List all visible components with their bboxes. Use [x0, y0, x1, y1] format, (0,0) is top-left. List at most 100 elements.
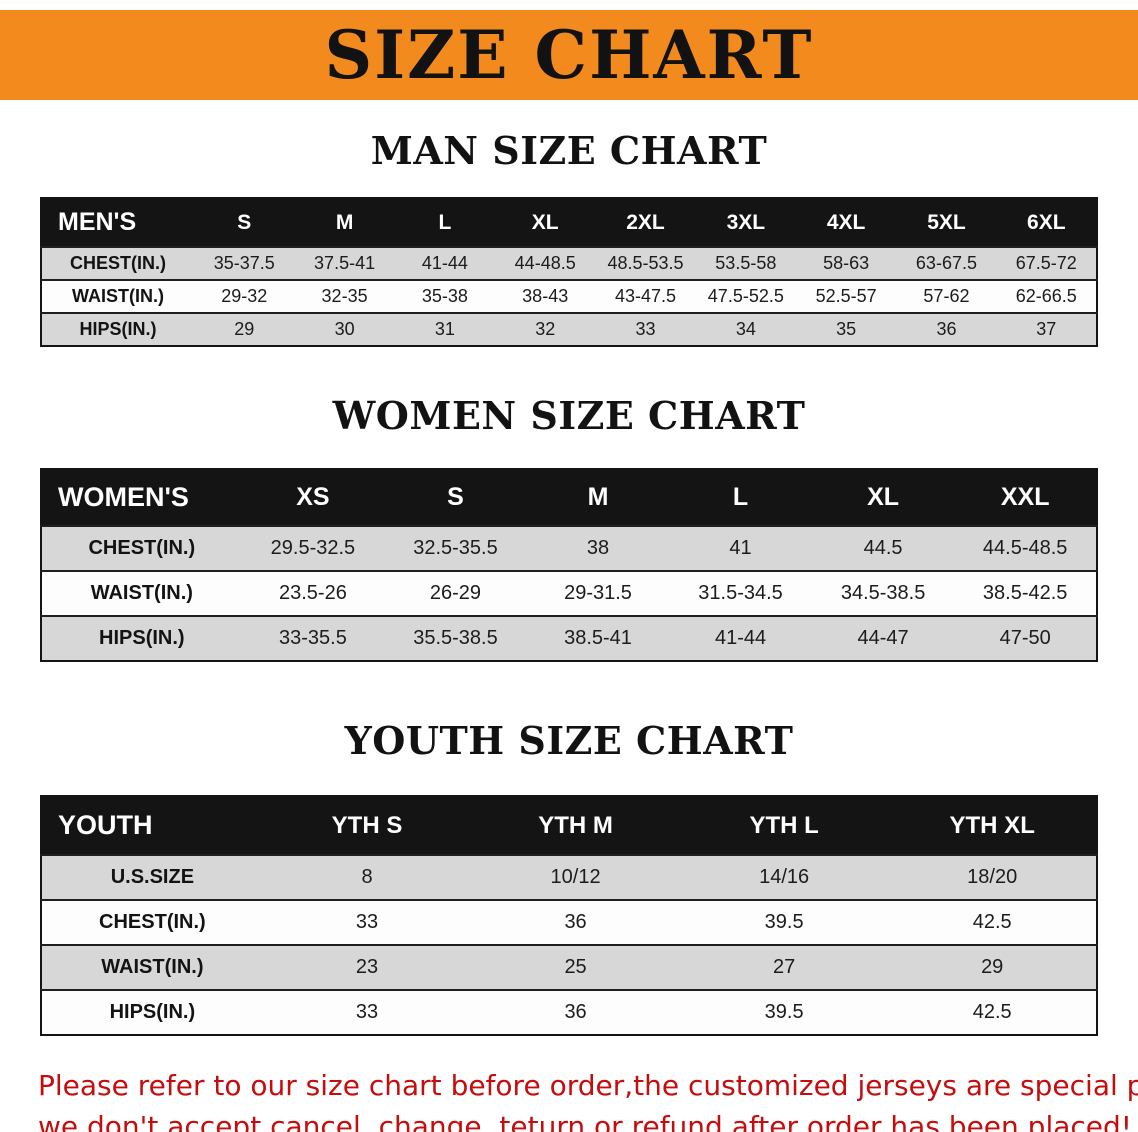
size-column-header: YTH S — [262, 796, 472, 855]
table-cell: 36 — [896, 312, 997, 346]
row-label: CHEST(IN.) — [41, 525, 242, 571]
table-cell: 43-47.5 — [595, 279, 696, 313]
table-cell: 25 — [471, 944, 680, 990]
table-cell: 47.5-52.5 — [695, 279, 796, 313]
table-cell: 29 — [888, 944, 1097, 990]
table-cell: 38.5-42.5 — [954, 570, 1097, 616]
table-cell: 48.5-53.5 — [595, 246, 696, 280]
youth-waist-row: WAIST(IN.) 23 25 27 29 — [41, 944, 1097, 990]
row-label: WAIST(IN.) — [41, 570, 242, 616]
man-section-heading: MAN SIZE CHART — [370, 128, 768, 173]
table-cell: 63-67.5 — [896, 246, 997, 280]
men-chest-row: CHEST(IN.) 35-37.5 37.5-41 41-44 44-48.5… — [41, 246, 1097, 280]
table-cell: 44.5-48.5 — [954, 525, 1097, 571]
men-size-table: MEN'S S M L XL 2XL 3XL 4XL 5XL 6XL CHEST… — [40, 197, 1098, 347]
size-column-header: YTH M — [471, 796, 680, 855]
table-cell: 53.5-58 — [695, 246, 796, 280]
table-cell: 35-38 — [394, 279, 496, 313]
size-column-header: L — [669, 469, 812, 526]
row-label: HIPS(IN.) — [41, 989, 263, 1035]
women-size-table: WOMEN'S XS S M L XL XXL CHEST(IN.) 29.5-… — [40, 468, 1098, 662]
banner: SIZE CHART — [0, 10, 1138, 100]
table-cell: 47-50 — [954, 615, 1097, 661]
women-waist-row: WAIST(IN.) 23.5-26 26-29 29-31.5 31.5-34… — [41, 570, 1097, 616]
size-column-header: M — [294, 198, 395, 247]
women-section-heading: WOMEN SIZE CHART — [332, 393, 806, 438]
table-cell: 52.5-57 — [795, 279, 897, 313]
row-label: HIPS(IN.) — [41, 312, 195, 346]
table-cell: 10/12 — [471, 854, 680, 900]
size-column-header: XXL — [954, 469, 1097, 526]
size-column-header: XL — [495, 198, 596, 247]
table-cell: 39.5 — [679, 989, 889, 1035]
banner-title: SIZE CHART — [324, 16, 814, 94]
row-label: WAIST(IN.) — [41, 279, 195, 313]
disclaimer-line-1: Please refer to our size chart before or… — [38, 1069, 1138, 1102]
table-cell: 44-48.5 — [495, 246, 596, 280]
table-cell: 58-63 — [795, 246, 897, 280]
table-cell: 8 — [262, 854, 472, 900]
women-chest-row: CHEST(IN.) 29.5-32.5 32.5-35.5 38 41 44.… — [41, 525, 1097, 571]
table-cell: 29 — [194, 312, 295, 346]
youth-hips-row: HIPS(IN.) 33 36 39.5 42.5 — [41, 989, 1097, 1035]
men-waist-row: WAIST(IN.) 29-32 32-35 35-38 38-43 43-47… — [41, 279, 1097, 313]
youth-chest-row: CHEST(IN.) 33 36 39.5 42.5 — [41, 899, 1097, 945]
table-cell: 39.5 — [679, 899, 889, 945]
table-cell: 33-35.5 — [241, 615, 385, 661]
table-cell: 62-66.5 — [996, 279, 1097, 313]
table-cell: 42.5 — [888, 899, 1097, 945]
table-cell: 31.5-34.5 — [669, 570, 812, 616]
table-cell: 23.5-26 — [241, 570, 385, 616]
table-cell: 23 — [262, 944, 472, 990]
table-cell: 27 — [679, 944, 889, 990]
size-column-header: 6XL — [996, 198, 1097, 247]
size-column-header: XS — [241, 469, 385, 526]
table-cell: 29.5-32.5 — [241, 525, 385, 571]
youth-table-header-row: YOUTH YTH S YTH M YTH L YTH XL — [41, 796, 1097, 855]
table-cell: 30 — [294, 312, 395, 346]
women-table-title: WOMEN'S — [41, 469, 242, 526]
table-cell: 18/20 — [888, 854, 1097, 900]
table-cell: 33 — [262, 899, 472, 945]
table-cell: 34 — [695, 312, 796, 346]
table-cell: 34.5-38.5 — [811, 570, 955, 616]
youth-section-heading: YOUTH SIZE CHART — [344, 718, 794, 763]
row-label: CHEST(IN.) — [41, 246, 195, 280]
women-table-header-row: WOMEN'S XS S M L XL XXL — [41, 469, 1097, 526]
size-column-header: S — [384, 469, 527, 526]
row-label: U.S.SIZE — [41, 854, 263, 900]
size-column-header: 4XL — [795, 198, 897, 247]
size-chart-page: SIZE CHART MAN SIZE CHART MEN'S S M L XL… — [0, 10, 1138, 1132]
table-cell: 32.5-35.5 — [384, 525, 527, 571]
table-cell: 44-47 — [811, 615, 955, 661]
table-cell: 36 — [471, 989, 680, 1035]
men-table-title: MEN'S — [41, 198, 195, 247]
table-cell: 41-44 — [394, 246, 496, 280]
row-label: HIPS(IN.) — [41, 615, 242, 661]
table-cell: 44.5 — [811, 525, 955, 571]
youth-size-table: YOUTH YTH S YTH M YTH L YTH XL U.S.SIZE … — [40, 795, 1098, 1036]
women-hips-row: HIPS(IN.) 33-35.5 35.5-38.5 38.5-41 41-4… — [41, 615, 1097, 661]
table-cell: 29-31.5 — [526, 570, 670, 616]
disclaimer: Please refer to our size chart before or… — [38, 1066, 1138, 1132]
table-cell: 35-37.5 — [194, 246, 295, 280]
size-column-header: 3XL — [695, 198, 796, 247]
table-cell: 42.5 — [888, 989, 1097, 1035]
table-cell: 41-44 — [669, 615, 812, 661]
table-cell: 41 — [669, 525, 812, 571]
table-cell: 26-29 — [384, 570, 527, 616]
table-cell: 37.5-41 — [294, 246, 395, 280]
table-cell: 35.5-38.5 — [384, 615, 527, 661]
size-column-header: YTH XL — [888, 796, 1097, 855]
table-cell: 38 — [526, 525, 670, 571]
table-cell: 57-62 — [896, 279, 997, 313]
table-cell: 67.5-72 — [996, 246, 1097, 280]
youth-table-title: YOUTH — [41, 796, 263, 855]
youth-ussize-row: U.S.SIZE 8 10/12 14/16 18/20 — [41, 854, 1097, 900]
table-cell: 33 — [262, 989, 472, 1035]
row-label: CHEST(IN.) — [41, 899, 263, 945]
table-cell: 38.5-41 — [526, 615, 670, 661]
table-cell: 32-35 — [294, 279, 395, 313]
table-cell: 31 — [394, 312, 496, 346]
disclaimer-line-2: we don't accept cancel, change, teturn o… — [38, 1109, 1133, 1132]
